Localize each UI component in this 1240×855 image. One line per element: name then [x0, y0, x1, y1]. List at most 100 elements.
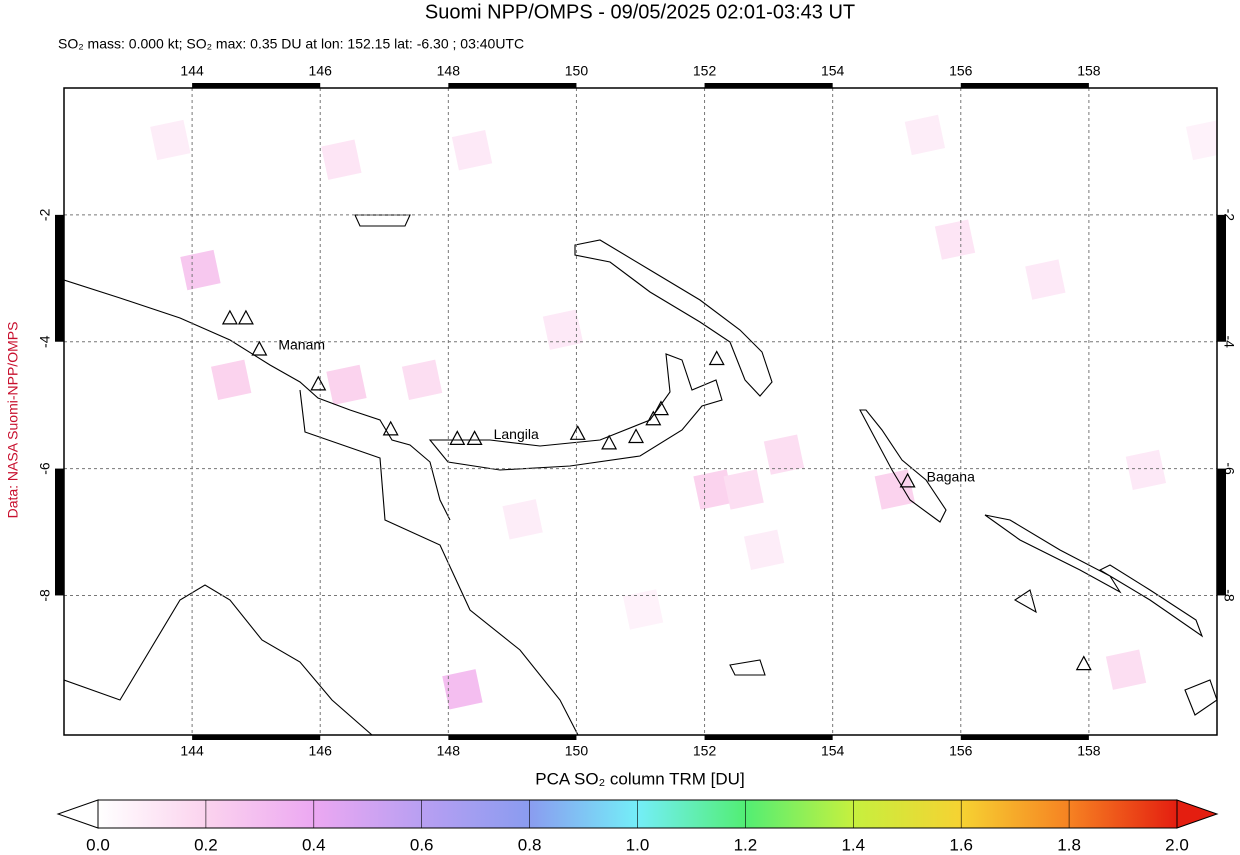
colorbar-label: PCA SO₂ column TRM [DU] — [535, 769, 744, 788]
volcano-label: Bagana — [927, 469, 975, 485]
so2-pixel — [723, 469, 764, 510]
y-tick-label: -8 — [1221, 589, 1237, 602]
volcano-marker — [708, 350, 725, 366]
coastline — [859, 409, 947, 523]
x-tick-label: 152 — [693, 743, 717, 759]
so2-pixel — [451, 129, 493, 171]
so2-pixel — [904, 114, 946, 156]
x-tick-label: 152 — [693, 63, 717, 79]
coastlines — [64, 214, 1217, 735]
volcano-marker — [466, 430, 483, 446]
frame-bar — [1217, 214, 1226, 342]
coastline — [428, 353, 723, 471]
x-tick-label: 148 — [437, 63, 461, 79]
so2-pixel — [1105, 649, 1147, 690]
colorbar-arrow — [56, 799, 99, 829]
x-tick-label: 150 — [565, 63, 589, 79]
x-tick-label: 156 — [949, 63, 973, 79]
colorbar-tick-label: 0.0 — [86, 835, 110, 854]
so2-pixel — [502, 499, 543, 540]
volcano-label: Langila — [494, 426, 539, 442]
frame-bar — [960, 83, 1089, 88]
frame-bar — [448, 735, 577, 740]
so2-pixel — [401, 359, 443, 400]
so2-layer — [150, 114, 1217, 710]
frame-bar — [1217, 468, 1226, 596]
x-tick-label: 154 — [821, 63, 845, 79]
volcano-marker — [382, 420, 399, 436]
volcano-marker — [1075, 655, 1092, 671]
volcano-marker — [569, 425, 586, 440]
x-tick-label: 146 — [309, 743, 333, 759]
so2-pixel — [150, 119, 191, 161]
coastline — [354, 214, 1217, 716]
so2-pixel — [622, 589, 664, 630]
so2-pixel — [442, 669, 483, 710]
y-tick-label: -4 — [1221, 335, 1237, 348]
x-tick-label: 148 — [437, 743, 461, 759]
so2-pixel — [693, 469, 734, 510]
colorbar-tick-label: 1.2 — [734, 835, 758, 854]
frame-bar — [960, 735, 1089, 740]
coastline — [64, 279, 579, 735]
y-tick-label: -8 — [37, 589, 53, 602]
volcano-marker — [221, 309, 238, 325]
frame-bar — [704, 735, 833, 740]
coastline — [64, 584, 373, 735]
colorbar-tick-label: 0.4 — [302, 835, 326, 854]
x-tick-label: 144 — [180, 63, 204, 79]
volcano-marker — [899, 472, 916, 488]
coastline — [574, 239, 773, 397]
y-tick-label: -4 — [37, 335, 53, 348]
colorbar-tick-label: 0.6 — [410, 835, 434, 854]
frame-bar — [192, 735, 321, 740]
volcano-marker — [628, 428, 645, 444]
x-tick-label: 158 — [1077, 743, 1101, 759]
y-tick-label: -6 — [37, 462, 53, 475]
colorbar-tick-label: 2.0 — [1165, 835, 1189, 854]
so2-pixel — [542, 309, 584, 350]
graticule — [64, 88, 1217, 735]
volcano-label: Manam — [278, 337, 325, 353]
so2-pixel — [934, 219, 976, 260]
x-tick-label: 144 — [180, 743, 204, 759]
y-tick-label: -2 — [37, 208, 53, 221]
volcano-marker — [310, 375, 327, 391]
so2-pixel — [1025, 259, 1066, 300]
colorbar-tick-label: 1.8 — [1057, 835, 1081, 854]
colorbar-tick-label: 0.8 — [518, 835, 542, 854]
volcano-marker — [645, 410, 662, 426]
x-tick-label: 158 — [1077, 63, 1101, 79]
volcano-marker — [652, 400, 670, 416]
colorbar-tick-label: 0.2 — [194, 835, 218, 854]
frame-bar — [192, 83, 321, 88]
x-tick-label: 156 — [949, 743, 973, 759]
volcano-marker — [601, 434, 618, 450]
subtitle: SO₂ mass: 0.000 kt; SO₂ max: 0.35 DU at … — [58, 36, 524, 52]
volcano-marker — [251, 340, 268, 356]
so2-pixel — [1185, 119, 1217, 161]
so2-pixel — [211, 359, 252, 400]
colorbar-arrow — [1176, 799, 1219, 829]
x-tick-label: 154 — [821, 743, 845, 759]
x-tick-label: 146 — [309, 63, 333, 79]
x-tick-label: 150 — [565, 743, 589, 759]
colorbar-tick-label: 1.0 — [626, 835, 650, 854]
title: Suomi NPP/OMPS - 09/05/2025 02:01-03:43 … — [425, 1, 855, 23]
so2-pixel — [321, 139, 362, 180]
so2-pixel — [1125, 449, 1167, 491]
so2-pixel — [743, 529, 785, 570]
frame-bar — [448, 83, 577, 88]
so2-pixel — [763, 434, 805, 475]
volcano-marker — [237, 309, 254, 325]
colorbar-tick-label: 1.4 — [841, 835, 865, 854]
volcano-marker — [449, 430, 466, 446]
frame-bar — [704, 83, 833, 88]
colorbar-tick-label: 1.6 — [949, 835, 973, 854]
frame-bar — [55, 468, 64, 596]
frame-bar — [55, 214, 64, 342]
so2-pixel — [326, 364, 367, 406]
side-note: Data: NASA Suomi-NPP/OMPS — [5, 322, 21, 519]
